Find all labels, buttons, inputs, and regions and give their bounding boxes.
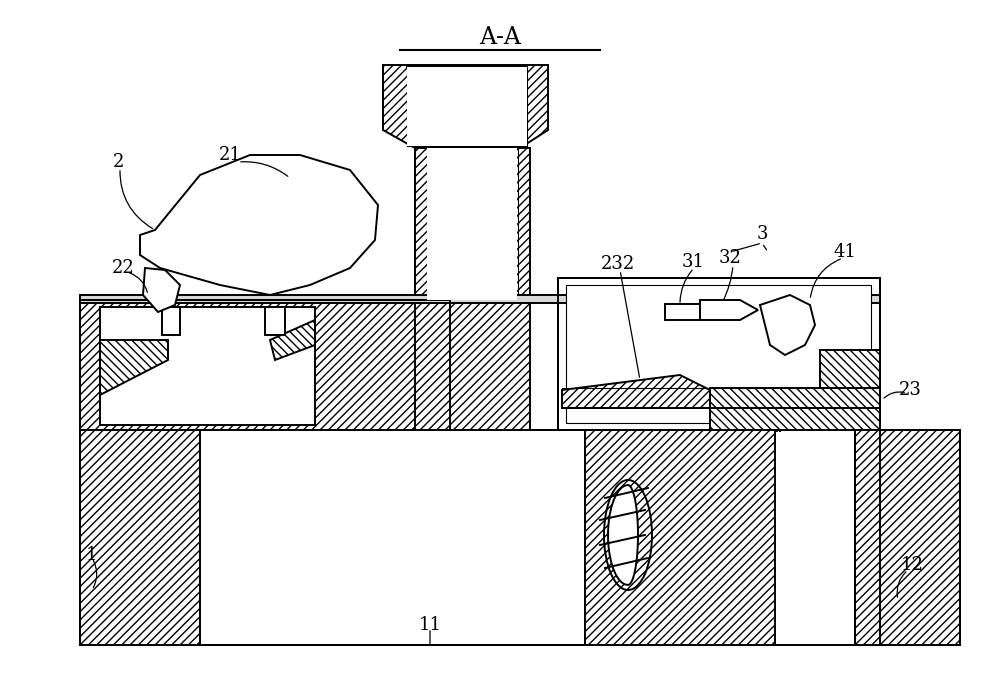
Text: 11: 11 [418,616,442,634]
Bar [566,285,871,423]
Bar [80,300,450,430]
Bar [80,430,960,645]
Polygon shape [608,485,638,585]
Polygon shape [140,155,378,295]
Bar [775,432,855,645]
Polygon shape [383,65,548,148]
Polygon shape [270,320,315,360]
Bar [80,430,200,645]
Text: 32: 32 [719,249,741,267]
Polygon shape [100,340,168,395]
Text: 22: 22 [112,259,134,277]
Polygon shape [760,295,815,355]
Text: 21: 21 [219,146,241,164]
Polygon shape [143,268,180,312]
Text: 2: 2 [112,153,124,171]
Text: A-A: A-A [479,26,521,49]
Polygon shape [710,388,880,430]
Polygon shape [415,148,530,300]
Bar [558,278,880,430]
Polygon shape [665,304,700,320]
Text: 31: 31 [682,253,704,271]
Text: 1: 1 [86,546,98,564]
Text: 232: 232 [601,255,635,273]
Polygon shape [415,300,530,430]
Bar [427,148,517,300]
Bar [80,295,880,303]
Polygon shape [700,300,758,320]
Bar [407,67,527,146]
Bar [265,307,285,335]
Bar [100,307,315,425]
Text: 12: 12 [901,556,923,574]
Bar [162,307,180,335]
Text: 41: 41 [834,243,856,261]
Bar [585,430,780,645]
Polygon shape [562,375,710,408]
Bar [820,350,880,388]
Bar [855,430,960,645]
Text: 23: 23 [899,381,921,399]
Text: 3: 3 [756,225,768,243]
Bar [200,432,585,645]
